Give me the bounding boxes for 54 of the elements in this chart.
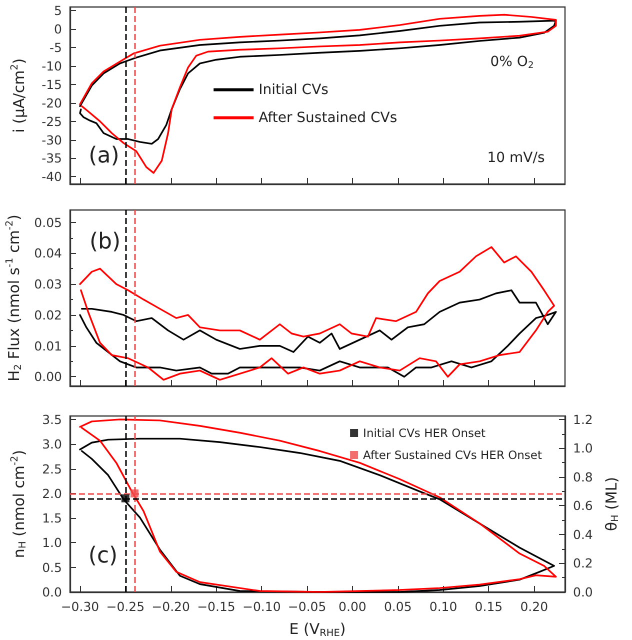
y-tick-label: -15	[42, 76, 62, 92]
x-tick-label: −0.20	[152, 599, 190, 614]
y-tick-label: -10	[42, 58, 62, 74]
y-tick-label: 0	[54, 22, 62, 37]
y-tick-label: 0.02	[34, 307, 62, 322]
x-tick-label: −0.05	[288, 599, 326, 614]
annotation: 10 mV/s	[487, 150, 545, 166]
y-tick-label: 3.0	[42, 436, 62, 452]
y-tick-label: -30	[42, 132, 62, 148]
y-tick-label: -20	[42, 95, 62, 110]
x-tick-label: 0.05	[384, 599, 412, 614]
y-tick-label: 0.04	[34, 246, 62, 261]
x-tick-label: −0.25	[106, 599, 145, 614]
y-tick-label: 0.05	[34, 214, 62, 230]
y2-tick-label: 0.2	[573, 556, 593, 571]
y-tick-label: 1.0	[42, 535, 62, 550]
y2-axis-title: θH (ML)	[602, 476, 621, 532]
legend-label: Initial CVs	[258, 82, 328, 98]
y2-tick-label: 0.6	[573, 498, 593, 514]
y-tick-label: 0.03	[34, 276, 62, 292]
x-tick-label: 0.10	[429, 599, 458, 614]
y-tick-label: -35	[42, 150, 62, 166]
x-tick-label: −0.15	[197, 599, 236, 614]
y-tick-label: -5	[50, 40, 62, 56]
x-tick-label: 0.20	[520, 599, 548, 614]
y2-tick-label: 0.4	[573, 526, 593, 542]
x-tick-label: 0.00	[338, 599, 366, 614]
y-axis-title: i (μA/cm2)	[9, 58, 28, 133]
legend-label: Initial CVs HER Onset	[363, 426, 486, 440]
y-tick-label: 5	[54, 3, 62, 18]
x-tick-label: −0.10	[242, 599, 281, 614]
y-tick-label: 0.5	[42, 560, 62, 575]
x-tick-label: 0.15	[474, 599, 503, 614]
annotation: (c)	[88, 544, 118, 568]
y2-tick-label: 1.2	[573, 412, 593, 427]
y-axis-title: H2 Flux (nmol s-1 cm-2)	[4, 214, 24, 382]
y-tick-label: 1.5	[42, 510, 62, 526]
y-tick-label: -40	[42, 169, 62, 184]
y-tick-label: 0.00	[34, 369, 62, 384]
y2-tick-label: 0.0	[573, 584, 593, 600]
y-tick-label: 2.0	[42, 486, 62, 501]
x-tick-label: −0.30	[60, 599, 100, 614]
y-tick-label: -25	[42, 114, 62, 129]
y-tick-label: 0.0	[42, 584, 62, 600]
y-tick-label: 2.5	[42, 461, 62, 476]
y2-tick-label: 0.8	[573, 469, 593, 484]
y-tick-label: 3.5	[42, 412, 62, 427]
annotation: (b)	[89, 230, 121, 254]
y2-tick-label: 1.0	[573, 440, 593, 456]
y-axis-title: nH (nmol cm-2)	[9, 450, 28, 558]
y-tick-label: 0.01	[34, 338, 62, 354]
annotation: (a)	[88, 144, 120, 168]
legend-label: After Sustained CVs	[258, 110, 398, 126]
legend-label: After Sustained CVs HER Onset	[363, 448, 542, 462]
